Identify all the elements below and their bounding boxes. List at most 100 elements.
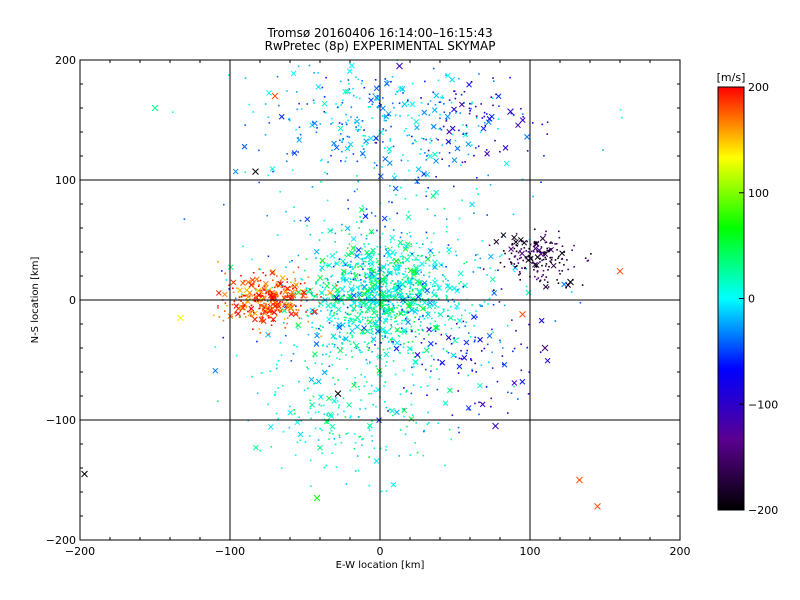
scatter-point bbox=[358, 279, 360, 282]
scatter-point bbox=[400, 305, 402, 308]
scatter-point bbox=[537, 277, 540, 279]
scatter-point bbox=[253, 294, 255, 296]
colorbar-tick-label: −200 bbox=[748, 504, 778, 517]
scatter-point bbox=[369, 267, 372, 270]
scatter-point bbox=[305, 296, 308, 299]
scatter-point bbox=[256, 392, 259, 395]
scatter-point bbox=[404, 280, 407, 282]
scatter-point bbox=[270, 324, 273, 327]
scatter-point bbox=[395, 290, 397, 292]
scatter-point bbox=[390, 246, 393, 249]
scatter-cross bbox=[445, 334, 452, 341]
scatter-point bbox=[545, 263, 548, 265]
scatter-point bbox=[414, 335, 417, 338]
scatter-point bbox=[391, 272, 393, 275]
chart-subtitle: RwPretec (8p) EXPERIMENTAL SKYMAP bbox=[264, 39, 496, 53]
scatter-cross bbox=[492, 422, 499, 430]
scatter-point bbox=[470, 103, 473, 105]
scatter-point bbox=[332, 265, 335, 268]
scatter-point bbox=[267, 255, 270, 258]
scatter-point bbox=[381, 337, 384, 340]
scatter-point bbox=[382, 331, 385, 333]
scatter-point bbox=[341, 141, 343, 143]
scatter-point bbox=[303, 269, 306, 272]
scatter-point bbox=[325, 464, 327, 467]
scatter-point bbox=[483, 115, 486, 118]
scatter-point bbox=[220, 270, 223, 272]
scatter-point bbox=[395, 320, 398, 323]
scatter-point bbox=[484, 124, 487, 127]
scatter-cross bbox=[415, 293, 421, 300]
scatter-point bbox=[409, 283, 411, 285]
scatter-point bbox=[411, 82, 414, 85]
scatter-point bbox=[414, 330, 417, 333]
scatter-cross bbox=[451, 157, 458, 163]
scatter-point bbox=[374, 79, 377, 81]
scatter-point bbox=[344, 160, 347, 163]
scatter-point bbox=[376, 326, 378, 329]
scatter-cross bbox=[363, 301, 370, 308]
scatter-point bbox=[376, 164, 378, 167]
scatter-point bbox=[257, 302, 260, 304]
scatter-point bbox=[340, 133, 342, 135]
scatter-point bbox=[551, 242, 553, 244]
scatter-point bbox=[442, 97, 445, 99]
scatter-point bbox=[360, 233, 363, 236]
scatter-cross bbox=[394, 339, 401, 346]
scatter-point bbox=[475, 310, 477, 313]
scatter-point bbox=[392, 341, 394, 343]
scatter-point bbox=[475, 187, 478, 190]
scatter-point bbox=[363, 280, 365, 283]
scatter-point bbox=[376, 94, 379, 97]
scatter-point bbox=[290, 295, 292, 298]
scatter-point bbox=[457, 426, 460, 429]
scatter-cross bbox=[215, 290, 222, 296]
scatter-point bbox=[397, 269, 400, 272]
scatter-point bbox=[383, 255, 386, 257]
scatter-point bbox=[390, 272, 392, 275]
scatter-cross bbox=[367, 318, 373, 325]
scatter-cross bbox=[431, 107, 438, 113]
scatter-point bbox=[280, 310, 283, 313]
scatter-point bbox=[520, 107, 522, 110]
scatter-cross bbox=[409, 101, 416, 108]
scatter-point bbox=[277, 294, 279, 297]
scatter-point bbox=[388, 408, 391, 411]
scatter-cross bbox=[367, 135, 374, 142]
scatter-point bbox=[357, 129, 360, 131]
scatter-cross bbox=[366, 422, 373, 429]
scatter-point bbox=[262, 305, 264, 308]
scatter-point bbox=[457, 302, 460, 305]
scatter-point bbox=[354, 121, 356, 124]
scatter-point bbox=[407, 254, 410, 257]
scatter-cross bbox=[333, 294, 340, 301]
scatter-point bbox=[447, 309, 449, 312]
scatter-point bbox=[276, 301, 278, 304]
scatter-point bbox=[384, 449, 387, 451]
scatter-point bbox=[317, 72, 319, 74]
scatter-point bbox=[490, 405, 492, 408]
scatter-point bbox=[466, 349, 469, 352]
scatter-cross bbox=[594, 503, 601, 510]
scatter-point bbox=[268, 333, 270, 336]
scatter-cross bbox=[393, 258, 400, 264]
scatter-cross bbox=[386, 160, 393, 166]
scatter-cross bbox=[237, 287, 243, 294]
scatter-point bbox=[400, 265, 402, 267]
scatter-cross bbox=[533, 262, 540, 269]
scatter-point bbox=[357, 262, 359, 264]
scatter-point bbox=[437, 79, 440, 82]
scatter-point bbox=[434, 263, 437, 266]
scatter-point bbox=[347, 291, 349, 293]
scatter-cross bbox=[354, 314, 361, 321]
scatter-point bbox=[305, 311, 307, 313]
scatter-point bbox=[334, 317, 336, 320]
scatter-point bbox=[491, 97, 494, 100]
scatter-point bbox=[346, 135, 349, 138]
scatter-point bbox=[283, 285, 286, 288]
scatter-point bbox=[454, 319, 456, 321]
scatter-point bbox=[556, 279, 558, 281]
scatter-point bbox=[252, 271, 255, 274]
scatter-point bbox=[415, 242, 418, 245]
